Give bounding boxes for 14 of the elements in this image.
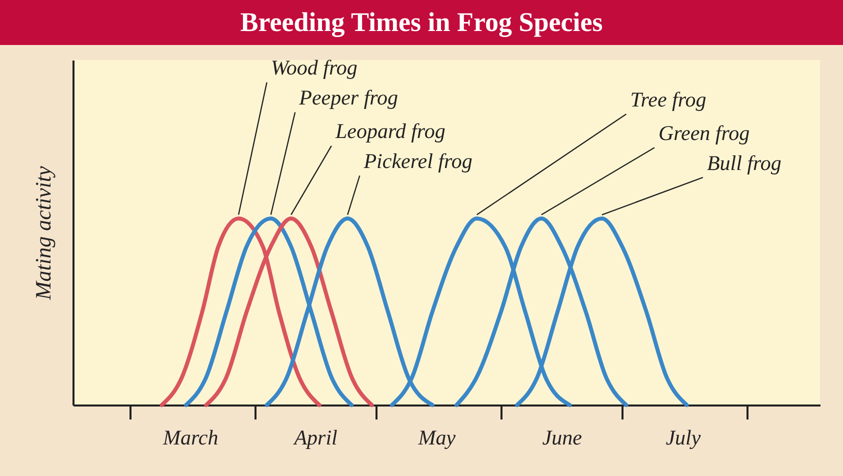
chart-title: Breeding Times in Frog Species	[240, 7, 603, 37]
text: Pickerel frog	[362, 148, 472, 173]
x-tick-label: May	[417, 426, 456, 450]
x-tick-label: March	[162, 426, 218, 450]
x-tick-label: July	[666, 426, 702, 450]
text: Peeper frog	[298, 85, 398, 110]
text: Bull frog	[706, 150, 782, 175]
text: Green frog	[658, 120, 750, 145]
y-axis-title: Mating activity	[30, 166, 56, 301]
x-tick-label: June	[542, 426, 582, 450]
x-tick-label: April	[292, 426, 338, 450]
text: Leopard frog	[334, 119, 446, 144]
text: Tree frog	[630, 87, 706, 112]
text: Wood frog	[270, 56, 358, 80]
